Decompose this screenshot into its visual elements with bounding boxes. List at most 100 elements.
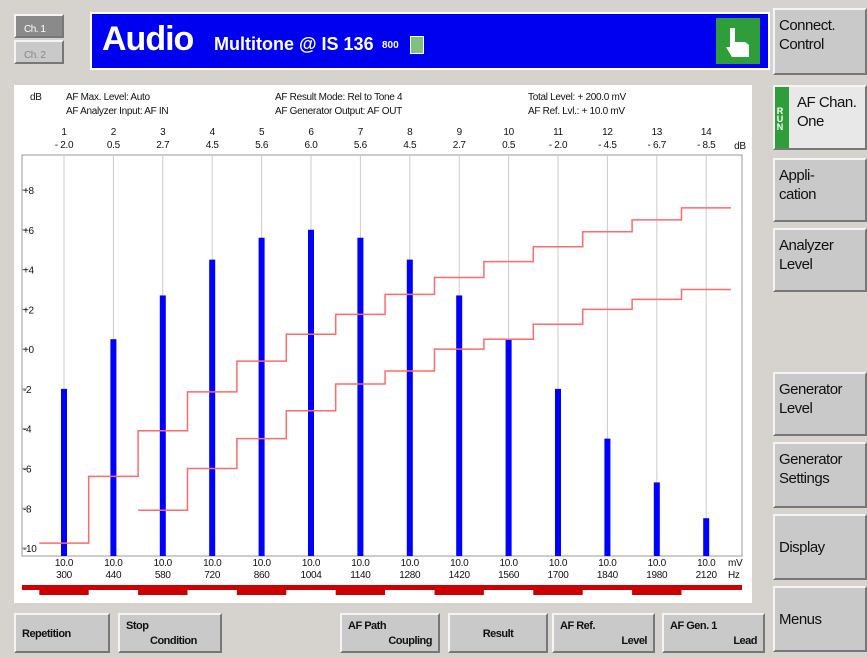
label: Appli- [779,167,815,184]
status-strip [533,590,583,595]
label: AF Ref. [560,620,596,632]
tone-number: 2 [111,127,117,138]
analyzer-level-button[interactable]: Analyzer Level [773,228,867,292]
label: Result [482,628,514,640]
label: Generator [779,451,843,468]
tone-number: 8 [407,127,413,138]
tone-frequency: 1004 [300,570,322,581]
title-bar: Audio Multitone @ IS 136 800 [90,12,770,70]
tone-value: 5.6 [354,140,368,151]
tone-number: 14 [701,127,712,138]
label: Settings [779,470,830,487]
limit-line [138,288,731,512]
tone-level: 10.0 [252,558,271,569]
af-gen-lead-button[interactable]: AF Gen. 1 Lead [662,613,765,653]
label: Level [779,256,813,273]
tone-number: 10 [503,127,514,138]
tone-value: 5.6 [255,140,269,151]
unit-label: Hz [728,570,740,581]
y-tick-label: -8 [23,504,32,515]
status-strip [138,590,188,595]
tone-frequency: 1700 [547,570,569,581]
tone-level: 10.0 [302,558,321,569]
af-channel-button[interactable]: RUN AF Chan. One [773,85,867,150]
tone-bar [308,229,314,557]
tone-level: 10.0 [154,558,173,569]
tone-value: 2.7 [453,140,467,151]
label: Display [779,539,825,556]
tone-bar [406,259,413,556]
channel-1-button[interactable]: Ch. 1 [14,14,64,38]
tone-frequency: 2120 [696,570,718,581]
stop-condition-button[interactable]: Stop Condition [118,613,222,653]
menus-button[interactable]: Menus [773,586,867,652]
plot-frame [21,154,743,557]
tone-frequency: 440 [106,570,123,581]
label: Ch. 1 [24,24,46,35]
info-text: AF Ref. Lvl.: + 10.0 mV [528,106,625,117]
af-path-coupling-button[interactable]: AF Path Coupling [340,613,440,653]
tone-value: 4.5 [206,140,220,151]
tone-level: 10.0 [549,558,568,569]
info-text: AF Result Mode: Rel to Tone 4 [275,92,403,103]
result-button[interactable]: Result [448,613,548,653]
y-tick-label: +4 [23,266,35,277]
tone-number: 6 [308,127,314,138]
tone-frequency: 580 [155,570,172,581]
tone-number: 1 [61,127,67,138]
tone-bar [604,438,611,556]
title: Audio [102,20,194,58]
status-strip [236,590,287,595]
tone-level: 10.0 [203,558,222,569]
y-tick-label: +2 [23,305,35,316]
label: Ch. 2 [24,50,46,61]
tone-bar [258,237,265,556]
tone-value: 2.7 [156,140,170,151]
generator-settings-button[interactable]: Generator Settings [773,442,867,508]
label: One [797,113,824,130]
tone-frequency: 300 [56,570,73,581]
tone-value: - 4.5 [598,140,617,151]
label: Level [621,635,647,647]
tone-frequency: 860 [254,570,271,581]
generator-level-button[interactable]: Generator Level [773,372,867,436]
repetition-button[interactable]: Repetition [14,613,110,653]
tone-number: 9 [457,127,463,138]
run-indicator: RUN [775,87,789,148]
tone-number: 11 [553,127,564,138]
tone-level: 10.0 [351,558,370,569]
tone-bar [456,295,463,556]
tone-bar [703,518,710,556]
info-text: AF Analyzer Input: AF IN [66,106,168,117]
channel-2-button[interactable]: Ch. 2 [14,40,64,64]
tone-bar [555,388,561,556]
tone-level: 10.0 [450,558,469,569]
label: Level [779,400,813,417]
tone-level: 10.0 [401,558,420,569]
label: Connect. [779,17,836,34]
af-ref-level-button[interactable]: AF Ref. Level [552,613,655,653]
status-strip [39,590,89,595]
tone-frequency: 1280 [399,570,421,581]
tone-frequency: 1140 [350,570,371,581]
label: Coupling [388,635,432,647]
status-strip [434,590,484,595]
signal-icon [410,36,424,54]
tone-number: 13 [652,127,663,138]
application-button[interactable]: Appli-cation [773,158,867,222]
label: AF Gen. 1 [670,620,717,632]
tone-bar [505,339,512,556]
unit-label: dB [30,92,42,103]
tone-level: 10.0 [104,558,123,569]
y-tick-label: -10 [23,544,37,555]
tone-bar [209,259,216,556]
status-strip [22,585,742,590]
tone-bar [110,339,117,556]
display-button[interactable]: Display [773,514,867,580]
label: Menus [779,611,822,628]
y-tick-label: -6 [23,464,32,475]
connect-control-button[interactable]: Connect. Control [773,8,867,75]
subtitle: Multitone @ IS 136 [214,34,374,54]
unit-label: mV [728,558,743,569]
